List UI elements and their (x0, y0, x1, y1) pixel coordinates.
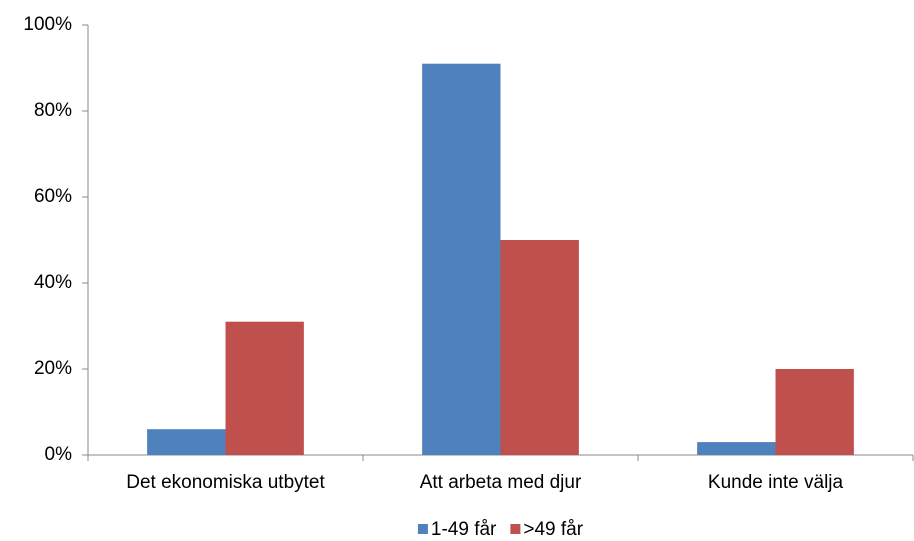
legend-swatch (510, 524, 521, 534)
bar (147, 429, 226, 455)
y-tick-label: 100% (23, 14, 72, 35)
bar (500, 240, 579, 455)
legend-label: 1-49 får (431, 519, 497, 540)
y-tick-label: 40% (34, 272, 72, 293)
y-tick-label: 20% (34, 358, 72, 379)
bar (422, 63, 501, 455)
y-tick-label: 80% (34, 100, 72, 121)
bar (697, 442, 776, 455)
legend-label: >49 får (523, 519, 583, 540)
y-tick-label: 0% (45, 444, 73, 465)
legend-swatch (417, 524, 428, 534)
y-tick-label: 60% (34, 186, 72, 207)
bar (225, 321, 304, 455)
x-tick-label: Att arbeta med djur (420, 472, 582, 493)
bar (775, 369, 854, 455)
x-tick-label: Det ekonomiska utbytet (126, 472, 325, 493)
x-tick-label: Kunde inte välja (708, 472, 844, 493)
